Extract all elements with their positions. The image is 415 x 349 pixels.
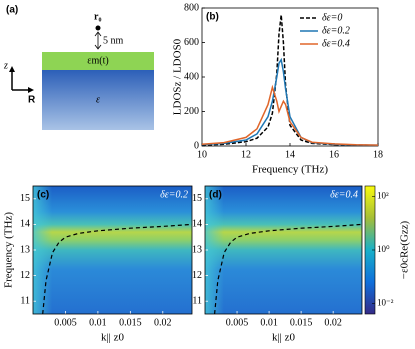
x-tick-label: 0.015 [119, 317, 142, 328]
x-axis-label: Frequency (THz) [252, 164, 328, 176]
panel-label: (a) [6, 5, 18, 16]
x-tick-label: 0.005 [226, 317, 249, 328]
plot-frame [204, 185, 363, 315]
substrate [42, 70, 154, 130]
x-axis-label: k|| z0 [272, 332, 296, 344]
heatmap-edge [33, 186, 192, 314]
layer-label: εm(t) [87, 55, 108, 66]
x-tick-label: 0.005 [54, 317, 77, 328]
x-tick-label: 12 [241, 149, 251, 160]
point-label: r₀ [94, 11, 101, 22]
panel-label: (c) [37, 190, 49, 201]
y-tick-label: 15 [20, 193, 30, 204]
x-tick-label: 0.01 [260, 317, 278, 328]
y-tick-label: 14 [20, 219, 30, 230]
x-tick-label: 16 [329, 149, 339, 160]
y-tick-label: 12 [192, 270, 202, 281]
y-axis-label: Frequency (THz) [3, 212, 15, 288]
annotation: δε=0.2 [160, 189, 188, 200]
x-tick-label: 0.02 [154, 317, 172, 328]
y-tick-label: 200 [184, 106, 199, 117]
y-tick-label: 800 [184, 2, 199, 13]
dispersion-curve [42, 223, 193, 315]
colorbar-tick-label: 10⁻² [377, 297, 394, 307]
axis-r: R [28, 95, 36, 106]
legend-label: δε=0.2 [322, 25, 350, 36]
colorbar-tick-label: 10⁰ [377, 244, 390, 254]
y-tick-label: 13 [192, 244, 202, 255]
layer [42, 52, 154, 70]
axes-arrows [11, 70, 30, 91]
y-tick-label: 11 [192, 295, 202, 306]
substrate-label: ε [96, 94, 100, 105]
x-tick-label: 0.015 [290, 317, 313, 328]
y-tick-label: 15 [192, 193, 202, 204]
axes-heads [9, 66, 34, 93]
colorbar-label: −ε0cRe(Gzz) [399, 220, 411, 279]
x-tick-label: 10 [197, 149, 207, 160]
arrow-heads [94, 31, 102, 50]
colorbar-tick-label: 10² [377, 191, 389, 201]
heatmap-edge [205, 186, 362, 314]
y-tick-label: 14 [192, 219, 202, 230]
x-tick-label: 0.01 [89, 317, 107, 328]
annotation: δε=0.4 [330, 189, 358, 200]
y-axis-label: LDOSz / LDOS0 [172, 38, 184, 115]
plot-frame [32, 185, 193, 315]
y-tick-label: 400 [184, 71, 199, 82]
panel-label: (d) [209, 190, 222, 201]
distance-label: 5 nm [103, 35, 124, 46]
panel-label: (b) [206, 12, 219, 23]
y-tick-label: 600 [184, 37, 199, 48]
schematic: (a) r₀ 5 nm εm(t) ε z R [3, 5, 154, 130]
x-tick-label: 18 [373, 149, 383, 160]
y-tick-label: 11 [20, 295, 30, 306]
dipole [95, 25, 101, 31]
legend-label: δε=0 [322, 12, 342, 23]
y-tick-label: 12 [20, 270, 30, 281]
x-tick-label: 0.02 [324, 317, 342, 328]
legend-label: δε=0.4 [322, 38, 350, 49]
series-line [201, 84, 379, 146]
y-tick-label: 0 [194, 140, 199, 151]
y-tick-label: 13 [20, 244, 30, 255]
axis-z: z [3, 60, 8, 71]
x-axis-label: k|| z0 [101, 332, 125, 344]
dispersion-curve [214, 223, 363, 315]
x-tick-label: 14 [285, 149, 295, 160]
